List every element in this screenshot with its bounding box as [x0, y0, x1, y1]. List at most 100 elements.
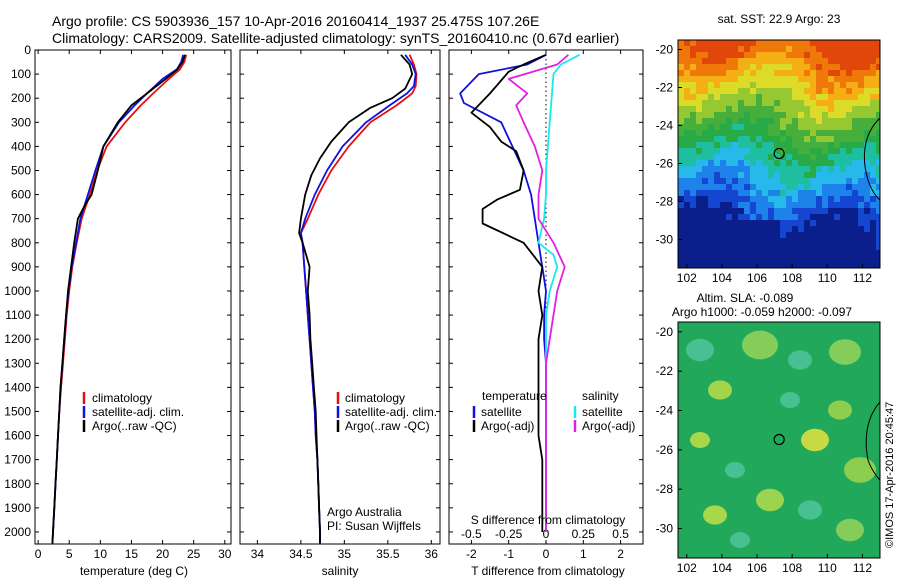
sst-cell — [816, 244, 823, 251]
sst-cell — [726, 142, 733, 149]
figure-title: Argo profile: CS 5903936_157 10-Apr-2016… — [52, 13, 539, 29]
sst-cell — [858, 184, 865, 191]
sst-cell — [792, 106, 799, 113]
sst-cell — [708, 40, 715, 47]
sst-cell — [750, 160, 757, 167]
sst-cell — [684, 166, 691, 173]
sst-cell — [768, 46, 775, 53]
sst-cell — [684, 46, 691, 53]
sst-cell — [726, 178, 733, 185]
sst-cell — [738, 124, 745, 131]
sst-cell — [702, 160, 709, 167]
sst-cell — [798, 172, 805, 179]
sst-cell — [684, 52, 691, 59]
sst-cell — [678, 178, 685, 185]
sst-cell — [750, 172, 757, 179]
sst-cell — [690, 208, 697, 215]
sla-blob — [756, 488, 784, 512]
sst-cell — [738, 148, 745, 155]
sst-cell — [792, 154, 799, 161]
sst-cell — [750, 46, 757, 53]
sst-cell — [690, 220, 697, 227]
sst-cell — [840, 118, 847, 125]
sst-cell — [834, 94, 841, 101]
sst-cell — [792, 262, 799, 268]
sst-cell — [678, 196, 685, 203]
sst-cell — [858, 154, 865, 161]
sst-cell — [876, 130, 880, 137]
sst-cell — [768, 172, 775, 179]
sst-cell — [810, 94, 817, 101]
sst-cell — [726, 58, 733, 65]
sst-cell — [828, 226, 835, 233]
sst-cell — [864, 124, 871, 131]
sst-cell — [690, 244, 697, 251]
sst-cell — [840, 112, 847, 119]
sst-cell — [768, 100, 775, 107]
sst-cell — [696, 64, 703, 71]
sst-cell — [792, 256, 799, 263]
sst-cell — [750, 40, 757, 47]
sst-cell — [756, 190, 763, 197]
sst-cell — [744, 142, 751, 149]
sst-cell — [750, 100, 757, 107]
sst-cell — [738, 214, 745, 221]
sst-cell — [852, 100, 859, 107]
sst-cell — [798, 196, 805, 203]
sst-cell — [714, 250, 721, 257]
sst-cell — [822, 88, 829, 95]
sst-cell — [768, 94, 775, 101]
x-tick-label: 30 — [218, 547, 232, 561]
sst-cell — [744, 250, 751, 257]
sst-cell — [864, 172, 871, 179]
sst-cell — [726, 220, 733, 227]
sst-cell — [816, 178, 823, 185]
sst-cell — [822, 262, 829, 268]
legend-climatology: climatology — [345, 391, 405, 405]
sst-cell — [834, 214, 841, 221]
sst-cell — [720, 154, 727, 161]
sst-cell — [816, 250, 823, 257]
sst-cell — [762, 208, 769, 215]
sst-cell — [870, 94, 877, 101]
sst-cell — [858, 178, 865, 185]
sst-cell — [732, 250, 739, 257]
sst-cell — [678, 100, 685, 107]
sst-cell — [798, 160, 805, 167]
sst-cell — [750, 250, 757, 257]
sst-cell — [750, 196, 757, 203]
sst-cell — [828, 52, 835, 59]
sst-cell — [870, 118, 877, 125]
sst-cell — [696, 70, 703, 77]
sst-cell — [846, 142, 853, 149]
sst-cell — [780, 58, 787, 65]
sst-cell — [840, 88, 847, 95]
sst-cell — [822, 82, 829, 89]
sst-cell — [726, 136, 733, 143]
sst-cell — [708, 154, 715, 161]
sst-cell — [684, 232, 691, 239]
sst-cell — [858, 262, 865, 268]
series-line-temperature-argo-adj- — [470, 53, 547, 532]
sst-cell — [876, 220, 880, 227]
sst-cell — [744, 136, 751, 143]
sst-cell — [816, 166, 823, 173]
sst-cell — [738, 100, 745, 107]
sst-cell — [684, 184, 691, 191]
sst-cell — [840, 40, 847, 47]
sst-cell — [858, 160, 865, 167]
sst-cell — [708, 238, 715, 245]
sst-cell — [738, 58, 745, 65]
sst-cell — [798, 238, 805, 245]
sst-cell — [756, 244, 763, 251]
sst-cell — [702, 220, 709, 227]
sst-cell — [792, 196, 799, 203]
sst-cell — [684, 226, 691, 233]
sst-cell — [846, 232, 853, 239]
sst-cell — [732, 94, 739, 101]
sst-cell — [708, 202, 715, 209]
sst-cell — [744, 118, 751, 125]
sst-cell — [816, 112, 823, 119]
sst-cell — [702, 112, 709, 119]
sst-cell — [786, 208, 793, 215]
